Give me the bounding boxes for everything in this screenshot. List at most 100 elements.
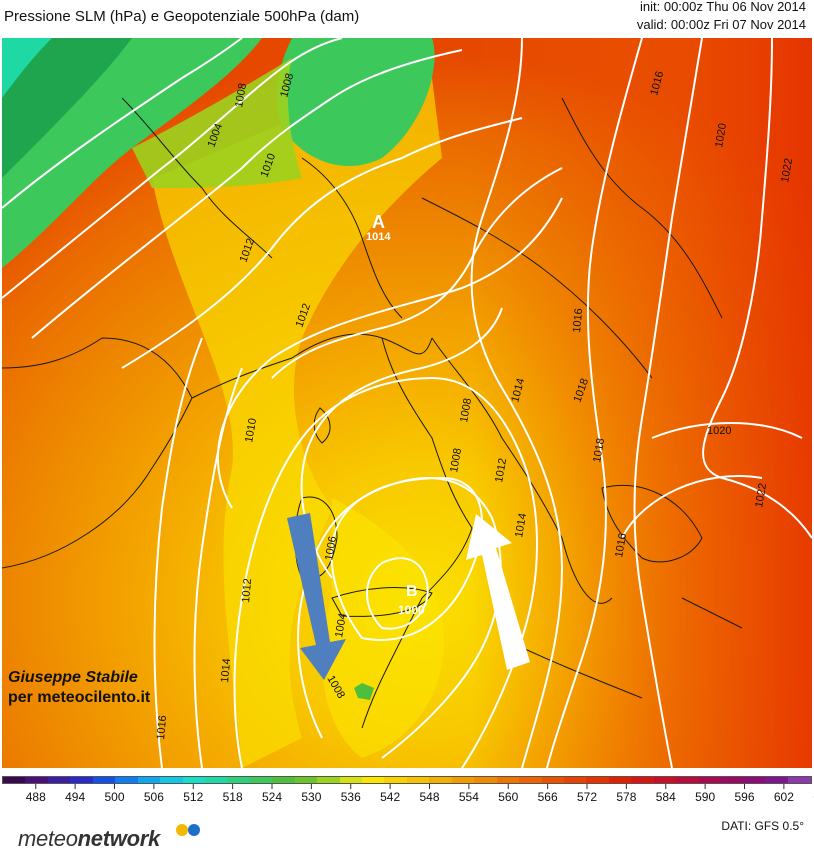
color-scale-swatch [92,777,116,783]
color-scale-swatch [137,777,161,783]
isobar-label: 1012 [493,457,509,483]
color-scale-swatch [698,777,721,783]
color-scale-swatch [743,777,766,783]
isobar-label: 1022 [779,157,795,183]
color-scale-label: 536 [340,790,361,804]
isobar-label: 1008 [233,82,249,108]
isobar-label: 1014 [513,512,529,538]
init-time: init: 00:00z Thu 06 Nov 2014 [640,0,806,14]
color-scale-swatch [227,777,250,783]
color-scale-swatch [160,777,183,783]
color-scale-ticks [35,784,785,789]
color-scale-label: 548 [419,790,440,804]
high-pressure-symbol: A [372,212,385,232]
green-zone-north [276,38,435,167]
low-pressure-symbol: B [406,583,418,600]
color-scale-label: 524 [261,790,283,804]
teal-zone-corner [2,38,52,98]
color-scale-swatch [204,777,228,783]
color-scale-label: 566 [537,790,558,804]
color-scale-label: 584 [655,790,676,804]
map-svg: 1004 1008 1008 1010 1012 1012 1014 1016 … [2,38,812,768]
color-scale-swatch [496,777,520,783]
color-scale-label: 560 [498,790,519,804]
color-scale-swatch [541,777,564,783]
isobar-label: 1016 [613,532,629,558]
color-scale-swatch [182,777,205,783]
color-scale-labels: 488 494 500 506 512 518 524 530 536 542 548 554 560 5… [2,790,814,806]
east-warm-zone [472,38,812,768]
color-scale-label: 572 [576,790,598,804]
color-scale-swatch [384,777,407,783]
color-scale-swatch [47,777,71,783]
color-scale-swatch [788,777,811,783]
color-scale-label: 578 [616,790,637,804]
author-name: Giuseppe Stabile [8,669,138,686]
valid-time: valid: 00:00z Fri 07 Nov 2014 [636,17,806,32]
color-scale-label: 518 [222,790,243,804]
isobar-label: 1022 [753,482,769,508]
color-scale-swatch [519,777,542,783]
color-scale-label: 512 [183,790,204,804]
isobar-label: 1016 [155,715,169,740]
isobar-label: 1020 [713,122,729,148]
color-scale-swatch [721,777,744,783]
isobar-label: 1020 [707,425,731,437]
logo-dot-yellow [176,824,188,836]
color-scale-label: 542 [380,790,401,804]
color-scale-swatch [294,777,318,783]
color-scale-label: 530 [301,790,322,804]
color-scale-swatch [362,777,385,783]
isobar-label: 1006 [323,535,339,561]
color-scale-swatch [70,777,93,783]
color-scale-swatch [474,777,497,783]
color-scale-label: 602 [773,790,794,804]
color-scale-swatch [249,777,273,783]
logo-dots [176,824,200,836]
color-scale-swatch [406,777,430,783]
color-scale-swatch [272,777,295,783]
isobar-label: 1018 [591,437,607,463]
chart-title: Pressione SLM (hPa) e Geopotenziale 500h… [4,8,360,25]
color-scale-swatch [3,777,26,783]
meteonetwork-logo: meteonetwork [18,826,160,851]
data-source: DATI: GFS 0.5° [721,819,804,833]
color-scale-swatch [631,777,654,783]
color-scale-swatch [25,777,48,783]
low-pressure-value: 1000 [398,603,425,617]
color-scale-label: 596 [734,790,755,804]
isobar-label: 1012 [240,578,254,603]
color-scale-swatch [317,777,340,783]
green-spot-calabria [354,683,374,700]
color-scale-label: 500 [104,790,125,804]
color-scale-swatch [339,777,362,783]
color-scale-swatch [676,777,699,783]
color-scale-label: 506 [143,790,164,804]
weather-map: 1004 1008 1008 1010 1012 1012 1014 1016 … [2,38,812,768]
logo-dot-blue [188,824,200,836]
color-scale-bar [2,776,812,784]
color-scale-label: 554 [458,790,479,804]
color-scale-swatch [653,777,677,783]
color-scale-swatch [765,777,789,783]
color-scale-swatch [451,777,475,783]
color-scale-label: 590 [695,790,716,804]
isobar-label: 1008 [458,397,474,423]
color-scale-swatch [429,777,452,783]
author-credit: Giuseppe Stabile per meteocilento.it [8,668,150,708]
isobar-label: 1008 [448,447,464,473]
white-arrow [466,514,530,670]
author-site: per meteocilento.it [8,689,151,706]
color-scale-swatch [563,777,587,783]
color-scale-label: 488 [25,790,46,804]
isobar-label: 1014 [219,658,233,683]
color-scale-label: 494 [65,790,86,804]
blue-arrow [287,513,346,680]
color-scale-swatch [115,777,138,783]
color-scale-swatch [586,777,609,783]
yellow-ridge [152,78,442,768]
green-zone-nw-dark [2,38,132,178]
isobar-label: 1010 [243,417,259,443]
color-scale-swatch [608,777,632,783]
high-pressure-value: 1014 [366,231,391,243]
